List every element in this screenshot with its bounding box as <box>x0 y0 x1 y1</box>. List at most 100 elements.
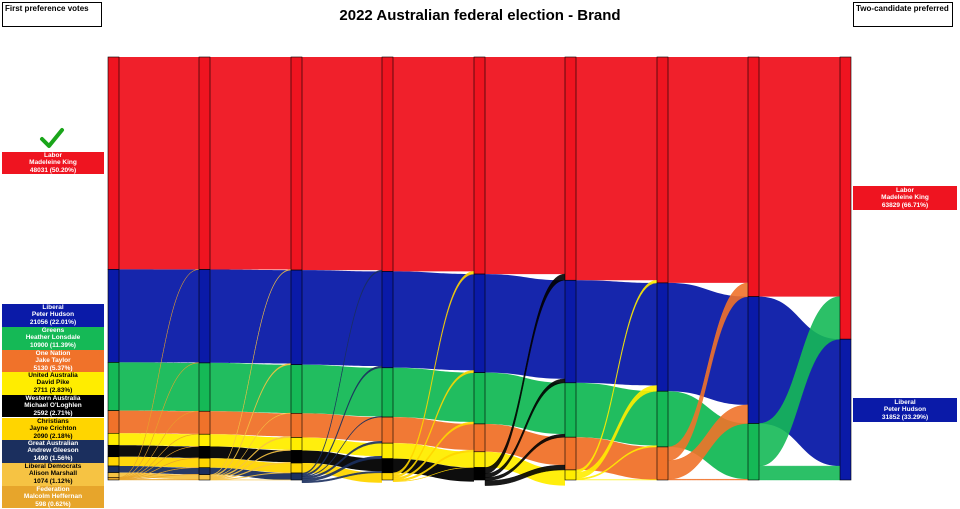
flow-continue-lib <box>302 270 382 367</box>
flow-continue-lib <box>119 269 199 363</box>
column-1-segment-ldp <box>107 472 120 478</box>
flow-transfer-fed-to-ldp <box>118 479 200 481</box>
first-pref-label-alp: Labor Madeleine King 48031 (50.20%) <box>2 152 104 174</box>
flow-continue-alp <box>119 57 199 270</box>
column-3-segment-uap <box>290 437 303 451</box>
column-1-segment-gap <box>107 465 120 473</box>
label-party: Federation <box>36 486 70 493</box>
column-1-segment-fed <box>107 477 120 481</box>
flow-continue-alp <box>668 57 748 283</box>
flow-continue-gap <box>210 467 291 480</box>
flow-continue-alp <box>485 57 565 275</box>
column-2-segment-grn <box>198 362 211 412</box>
column-4-segment-one <box>381 416 394 444</box>
column-5-segment-wap <box>473 467 486 481</box>
column-3-segment-alp <box>290 56 303 271</box>
flow-continue-one <box>393 417 474 451</box>
flow-continue-uap <box>210 434 291 450</box>
count-columns <box>107 56 852 481</box>
two-candidate-preferred-box: Two-candidate preferred <box>853 2 953 27</box>
label-name: Peter Hudson <box>31 311 75 319</box>
column-6-segment-alp <box>564 56 577 281</box>
label-votes-text: 63829 (66.71%) <box>881 201 929 209</box>
label-name: Jake Taylor <box>35 357 71 365</box>
column-5-segment-grn <box>473 372 486 425</box>
flow-continue-one <box>210 411 291 437</box>
flow-continue-uap <box>119 433 199 447</box>
flow-continue-ldp <box>119 472 199 480</box>
label-votes-text: 1074 (1.12%) <box>33 477 73 485</box>
first-pref-label-fed: Federation Malcolm Heffernan 598 (0.62%) <box>2 486 104 508</box>
column-6-segment-lib <box>564 279 577 384</box>
column-4-segment-lib <box>381 271 394 369</box>
label-name: Alison Marshall <box>28 470 78 478</box>
column-3-segment-lib <box>290 269 303 365</box>
column-2-segment-alp <box>198 56 211 270</box>
flow-transfer-one-to-grn <box>667 478 749 481</box>
column-3-segment-gap <box>290 472 303 481</box>
column-1-segment-wap <box>107 444 120 458</box>
label-votes-text: 10900 (11.39%) <box>30 341 76 349</box>
column-8-segment-grn <box>747 423 760 481</box>
column-6-segment-grn <box>564 382 577 438</box>
column-1-segment-lib <box>107 269 120 363</box>
first-pref-label-uap: United Australia David Pike 2711 (2.83%) <box>2 372 104 396</box>
column-4-segment-wap <box>381 458 394 474</box>
label-votes-text: 31852 (33.29%) <box>881 413 929 421</box>
label-votes-text: 2090 (2.18%) <box>33 432 73 440</box>
column-1-segment-chr <box>107 456 120 467</box>
column-6-segment-uap <box>564 469 577 481</box>
label-name: Andrew Gleeson <box>27 447 79 455</box>
label-name: Madeleine King <box>29 159 77 167</box>
label-party: Christians <box>37 418 69 425</box>
first-pref-label-one: One Nation Jake Taylor 5130 (5.37%) <box>2 350 104 372</box>
tcp-label-0: Labor Madeleine King 63829 (66.71%) <box>853 186 957 210</box>
flow-continue-lib <box>210 269 291 364</box>
column-4-segment-alp <box>381 56 394 272</box>
first-pref-label-lib: Liberal Peter Hudson 21056 (22.01%) <box>2 304 104 328</box>
tcp-label-1: Liberal Peter Hudson 31852 (33.29%) <box>853 398 957 422</box>
label-name: Peter Hudson <box>883 406 927 414</box>
flow-transfer-grn-to-lib <box>758 465 841 481</box>
label-votes-text: 48031 (50.20%) <box>29 166 77 174</box>
flow-continue-lib <box>576 280 657 386</box>
flow-continue-alp <box>393 57 474 272</box>
winner-check-icon <box>40 128 64 148</box>
first-preference-box: First preference votes <box>2 2 102 27</box>
column-2-segment-uap <box>198 433 211 447</box>
flow-continue-alp <box>302 57 382 271</box>
flow-continue-wap <box>210 446 291 463</box>
flow-continue-grn <box>119 362 199 412</box>
label-name: Michael O'Loghlen <box>24 402 82 410</box>
flow-continue-chr <box>210 458 291 473</box>
flow-continue-uap <box>393 443 474 468</box>
label-party: Western Australia <box>25 395 81 402</box>
column-7-segment-grn <box>656 390 669 448</box>
label-votes-text: 598 (0.62%) <box>35 500 71 508</box>
label-name: Madeleine King <box>881 194 929 202</box>
flow-continue-grn <box>485 372 565 435</box>
column-4-segment-grn <box>381 367 394 418</box>
label-name: Heather Lonsdale <box>25 334 81 342</box>
column-5-segment-lib <box>473 273 486 373</box>
first-pref-label-wap: Western Australia Michael O'Loghlen 2592 (… <box>2 395 104 417</box>
column-4-segment-uap <box>381 442 394 459</box>
column-1-segment-uap <box>107 432 120 446</box>
column-1-segment-one <box>107 410 120 434</box>
flow-continue-alp <box>759 57 840 297</box>
flow-continue-one <box>485 423 565 466</box>
column-2-segment-wap <box>198 446 211 459</box>
label-votes-text: 2592 (2.71%) <box>33 409 73 417</box>
label-party: United Australia <box>28 372 78 379</box>
column-2-segment-one <box>198 410 211 435</box>
flow-continue-one <box>119 410 199 434</box>
label-party: Labor <box>43 152 63 159</box>
column-7-segment-lib <box>656 282 669 392</box>
label-votes-text: 21056 (22.01%) <box>29 318 77 326</box>
first-pref-label-grn: Greens Heather Lonsdale 10900 (11.39%) <box>2 327 104 351</box>
column-6-segment-one <box>564 436 577 471</box>
column-2-segment-chr <box>198 457 211 469</box>
label-party: Labor <box>895 187 915 194</box>
label-votes-text: 5130 (5.37%) <box>33 364 73 372</box>
